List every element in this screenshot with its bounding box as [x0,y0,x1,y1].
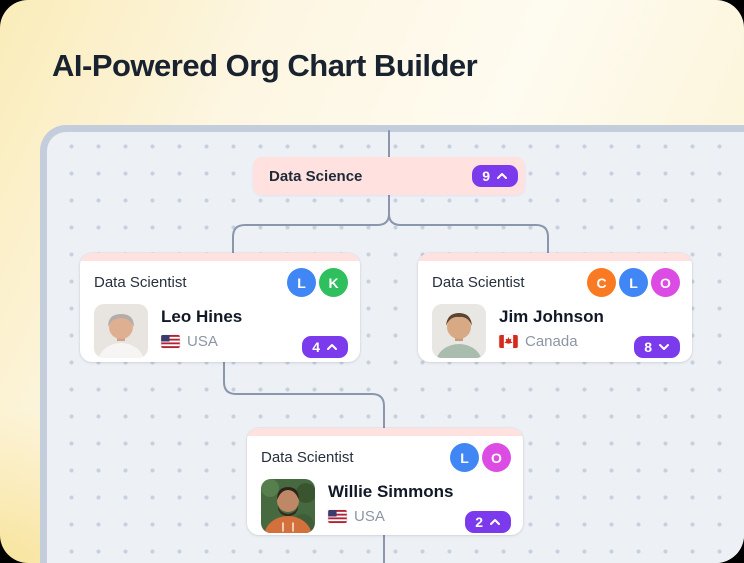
org-node-data-science[interactable]: Data Science 9 [253,157,525,195]
country-label: USA [187,333,218,350]
usa-flag-icon [161,335,180,348]
person-name: Willie Simmons [328,482,454,501]
chevron-up-icon [490,519,500,525]
chevron-up-icon [497,173,507,179]
team-badges: L K [287,268,348,297]
country-label: Canada [525,333,578,350]
org-card-willie-simmons[interactable]: Data Scientist L O [247,428,523,535]
card-accent-strip [80,253,360,261]
team-badge-l[interactable]: L [450,443,479,472]
avatar-jim-johnson [432,304,486,358]
country-label: USA [354,508,385,525]
team-badge-k[interactable]: K [319,268,348,297]
team-badge-l[interactable]: L [619,268,648,297]
role-label: Data Scientist [94,274,187,291]
org-card-jim-johnson[interactable]: Data Scientist C L O [418,253,692,362]
avatar-willie-simmons [261,479,315,533]
collapse-toggle-button[interactable]: 8 [634,336,680,358]
org-node-label: Data Science [269,167,363,185]
team-badges: C L O [587,268,680,297]
chevron-up-icon [327,344,337,350]
chevron-down-icon [659,344,669,350]
reports-count: 4 [312,339,320,355]
page-title: AI-Powered Org Chart Builder [52,48,478,83]
role-label: Data Scientist [261,449,354,466]
avatar-leo-hines [94,304,148,358]
team-badge-c[interactable]: C [587,268,616,297]
card-accent-strip [418,253,692,261]
person-name: Jim Johnson [499,307,604,326]
team-badges: L O [450,443,511,472]
canada-flag-icon [499,335,518,348]
reports-count: 9 [482,168,490,184]
team-badge-o[interactable]: O [482,443,511,472]
usa-flag-icon [328,510,347,523]
team-badge-o[interactable]: O [651,268,680,297]
org-card-leo-hines[interactable]: Data Scientist L K Leo H [80,253,360,362]
role-label: Data Scientist [432,274,525,291]
person-name: Leo Hines [161,307,243,326]
collapse-toggle-button[interactable]: 4 [302,336,348,358]
reports-count: 8 [644,339,652,355]
collapse-toggle-button[interactable]: 9 [472,165,518,187]
reports-count: 2 [475,514,483,530]
team-badge-l[interactable]: L [287,268,316,297]
collapse-toggle-button[interactable]: 2 [465,511,511,533]
card-accent-strip [247,428,523,436]
